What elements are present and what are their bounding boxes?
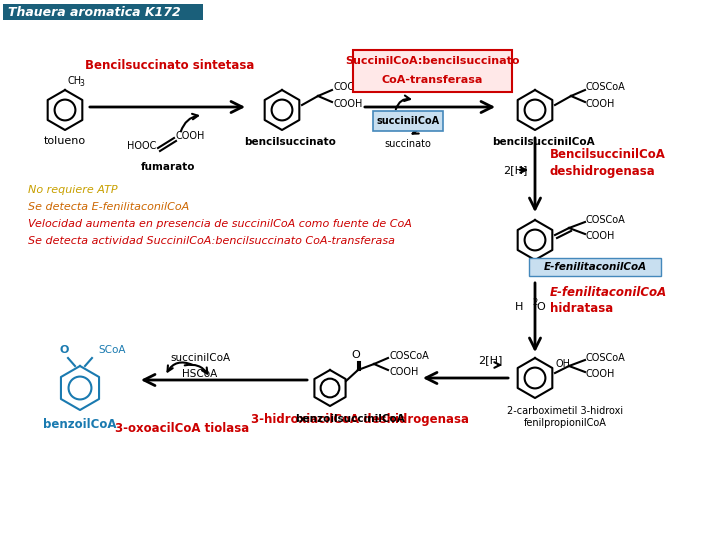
Text: COOH: COOH [586, 369, 616, 379]
Text: E-fenilitaconilCoA: E-fenilitaconilCoA [544, 262, 647, 272]
FancyBboxPatch shape [353, 50, 512, 92]
Text: COSCoA: COSCoA [586, 215, 626, 225]
FancyBboxPatch shape [373, 111, 443, 131]
Text: COSCoA: COSCoA [586, 353, 626, 363]
Text: tolueno: tolueno [44, 136, 86, 146]
Text: COOH: COOH [333, 99, 362, 109]
Text: Velocidad aumenta en presencia de succinilCoA como fuente de CoA: Velocidad aumenta en presencia de succin… [28, 219, 412, 229]
Text: COOH: COOH [389, 367, 418, 377]
Text: fenilpropionilCoA: fenilpropionilCoA [523, 418, 606, 428]
Text: 3-hidroxiacilCoA deshidrogenasa: 3-hidroxiacilCoA deshidrogenasa [251, 414, 469, 427]
Text: SuccinilCoA:bencilsuccinato: SuccinilCoA:bencilsuccinato [345, 56, 519, 66]
Text: succinilCoA: succinilCoA [377, 116, 440, 126]
Text: HOOC: HOOC [127, 141, 156, 151]
Text: 3: 3 [79, 79, 84, 88]
Text: 3-oxoacilCoA tiolasa: 3-oxoacilCoA tiolasa [115, 422, 249, 435]
Text: bencilsuccinilCoA: bencilsuccinilCoA [492, 137, 594, 147]
Text: 2[H]: 2[H] [503, 165, 527, 175]
Text: COSCoA: COSCoA [389, 351, 428, 361]
Text: Se detecta E-fenilitaconilCoA: Se detecta E-fenilitaconilCoA [28, 202, 189, 212]
Text: Thauera aromatica K172: Thauera aromatica K172 [8, 5, 181, 18]
Polygon shape [48, 90, 82, 130]
Text: succinilCoA: succinilCoA [170, 353, 230, 363]
Polygon shape [265, 90, 300, 130]
FancyBboxPatch shape [3, 4, 203, 20]
Text: CH: CH [67, 76, 81, 86]
Text: 2: 2 [532, 298, 537, 307]
FancyBboxPatch shape [529, 258, 661, 276]
Text: OH: OH [556, 359, 571, 369]
Text: COOH: COOH [586, 231, 616, 241]
Text: HSCoA: HSCoA [182, 369, 217, 379]
Text: O: O [536, 302, 545, 312]
Text: benzoilsuccinilCoA: benzoilsuccinilCoA [295, 414, 405, 424]
Text: deshidrogenasa: deshidrogenasa [550, 165, 656, 179]
Text: COOH: COOH [586, 99, 616, 109]
Polygon shape [518, 358, 552, 398]
Text: No requiere ATP: No requiere ATP [28, 185, 117, 195]
Text: O: O [351, 350, 361, 360]
Text: succinato: succinato [384, 139, 431, 149]
Text: benzoilCoA: benzoilCoA [43, 418, 117, 431]
Text: CoA-transferasa: CoA-transferasa [382, 75, 482, 85]
Text: COSCoA: COSCoA [586, 82, 626, 92]
Text: BencilsuccinilCoA: BencilsuccinilCoA [550, 148, 666, 161]
Text: 2-carboximetil 3-hidroxi: 2-carboximetil 3-hidroxi [507, 406, 623, 416]
Text: hidratasa: hidratasa [550, 301, 613, 314]
Text: fumarato: fumarato [140, 162, 195, 172]
Text: H: H [515, 302, 523, 312]
Text: E-fenilitaconilCoA: E-fenilitaconilCoA [550, 286, 667, 299]
Polygon shape [315, 370, 346, 406]
Text: COOH: COOH [176, 131, 205, 141]
Text: bencilsuccinato: bencilsuccinato [244, 137, 336, 147]
Text: 2[H]: 2[H] [478, 355, 502, 365]
Polygon shape [518, 220, 552, 260]
Text: O: O [59, 345, 68, 355]
Text: SCoA: SCoA [98, 345, 125, 355]
Polygon shape [518, 90, 552, 130]
Text: COOH: COOH [333, 82, 362, 92]
Polygon shape [61, 366, 99, 410]
Text: Se detecta actividad SuccinilCoA:bencilsuccinato CoA-transferasa: Se detecta actividad SuccinilCoA:bencils… [28, 236, 395, 246]
Text: Bencilsuccinato sintetasa: Bencilsuccinato sintetasa [85, 59, 255, 72]
